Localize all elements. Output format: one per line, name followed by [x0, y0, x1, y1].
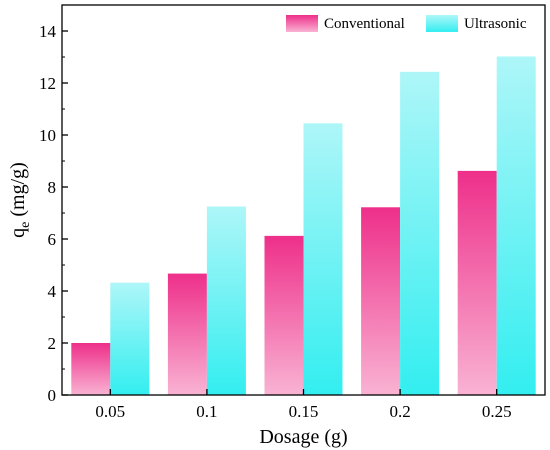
x-tick-label-0.1: 0.1 [196, 402, 217, 421]
x-tick-label-0.05: 0.05 [95, 402, 125, 421]
y-axis-title: qe (mg/g) [7, 162, 33, 238]
y-tick-label-2: 2 [48, 334, 57, 353]
bar-conventional-0.05 [71, 343, 111, 395]
bar-conventional-0.15 [264, 235, 304, 395]
legend-swatch-conventional [286, 15, 318, 32]
bar-ultrasonic-0.05 [110, 282, 150, 395]
legend-label-ultrasonic: Ultrasonic [464, 16, 527, 32]
y-axis: 0 2 4 6 8 10 12 14 [39, 22, 68, 405]
bars-group [71, 56, 536, 396]
y-axis-title-rest: (mg/g) [7, 162, 29, 221]
bar-ultrasonic-0.15 [303, 123, 343, 396]
x-tick-label-0.2: 0.2 [389, 402, 410, 421]
y-tick-label-0: 0 [48, 386, 57, 405]
legend-swatch-ultrasonic [426, 15, 458, 32]
bar-conventional-0.1 [167, 273, 207, 395]
x-axis: 0.05 0.1 0.15 0.2 0.25 [95, 389, 512, 421]
bar-ultrasonic-0.2 [400, 71, 440, 395]
y-tick-label-4: 4 [48, 282, 57, 301]
y-tick-label-6: 6 [48, 230, 57, 249]
bar-ultrasonic-0.25 [496, 56, 536, 395]
x-axis-title: Dosage (g) [259, 426, 347, 448]
legend-label-conventional: Conventional [324, 16, 405, 32]
x-tick-label-0.25: 0.25 [482, 402, 512, 421]
bar-conventional-0.2 [361, 207, 401, 395]
y-tick-label-12: 12 [39, 74, 56, 93]
legend: Conventional Ultrasonic [286, 15, 527, 32]
bar-conventional-0.25 [457, 170, 497, 395]
y-axis-title-subscript: e [18, 222, 33, 228]
y-tick-label-10: 10 [39, 126, 56, 145]
y-tick-label-8: 8 [48, 178, 57, 197]
x-tick-label-0.15: 0.15 [289, 402, 319, 421]
y-tick-label-14: 14 [39, 22, 57, 41]
y-axis-title-main: q [7, 228, 29, 238]
bar-ultrasonic-0.1 [206, 206, 246, 395]
